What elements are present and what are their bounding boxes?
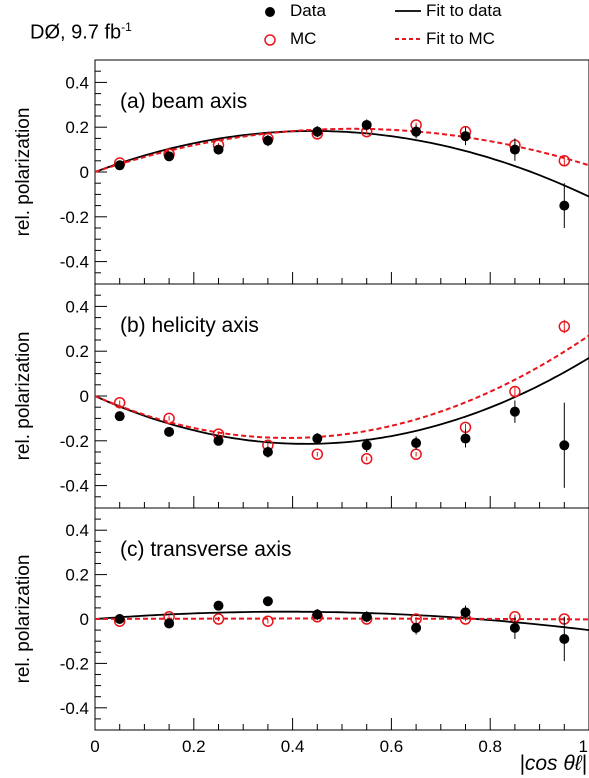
legend-fit-mc-label: Fit to MC: [426, 29, 495, 48]
fit-data-curve: [94, 610, 589, 631]
experiment-label: DØ, 9.7 fb-1: [30, 20, 132, 45]
y-tick-label: -0.4: [60, 253, 89, 272]
mc-point: [509, 385, 521, 398]
mc-point: [360, 452, 373, 465]
data-point: [262, 596, 273, 607]
data-point: [114, 160, 125, 171]
data-point: [411, 622, 422, 633]
panel-1: 0.4 0.2 0 -0.2 -0.4 rel. polarization (a) beam…: [13, 59, 589, 285]
data-point: [559, 633, 570, 644]
mc-point: [262, 615, 274, 627]
y-tick-label: 0: [80, 387, 89, 406]
x-tick-label: 0.4: [281, 737, 305, 756]
data-point: [509, 406, 520, 417]
x-tick-label: 0.8: [478, 737, 502, 756]
data-point: [509, 144, 520, 155]
data-point: [411, 438, 422, 449]
luminosity-value: 9.7 fb: [71, 21, 122, 44]
fit-mc-curve: [95, 617, 589, 621]
data-point: [213, 144, 224, 155]
legend-fit-mc-line: [395, 38, 421, 40]
mc-point: [113, 396, 126, 409]
data-point: [262, 135, 273, 146]
mc-point: [163, 412, 175, 425]
data-point: [213, 435, 224, 446]
x-tick-label: 0.6: [380, 737, 404, 756]
data-point: [559, 200, 570, 211]
data-point: [213, 600, 224, 611]
y-tick-label: 0.4: [65, 297, 89, 316]
data-point: [460, 433, 471, 444]
experiment-name: DØ: [30, 21, 60, 44]
panel-2: 0.4 0.2 0 -0.2 -0.4 rel. polarization (b) heli…: [13, 283, 589, 509]
fit-mc-curve: [94, 127, 589, 173]
data-point: [411, 126, 422, 137]
data-point: [460, 607, 471, 618]
data-point: [312, 433, 323, 444]
y-tick-label: 0.2: [65, 118, 89, 137]
data-point: [312, 609, 323, 620]
x-tick-label: 1: [579, 737, 588, 756]
legend-mc-marker: [264, 34, 276, 46]
mc-point: [558, 320, 571, 333]
data-point: [361, 611, 372, 622]
mc-point: [311, 448, 324, 460]
x-tick-label: 0: [90, 737, 99, 756]
data-point: [460, 131, 471, 142]
x-axis-label: |cos θℓ|: [519, 752, 587, 775]
fit-data-curve: [94, 130, 589, 198]
data-point: [114, 614, 125, 624]
panel-title: (b) helicity axis: [120, 314, 259, 337]
legend-data-marker: [265, 7, 275, 17]
legend-fit-data-label: Fit to data: [426, 1, 502, 20]
y-tick-label: 0: [80, 163, 89, 182]
x-tick-label: 0.2: [182, 737, 206, 756]
fit-mc-curve: [94, 334, 589, 440]
data-point: [312, 126, 323, 137]
mc-point: [558, 155, 571, 167]
data-point: [164, 426, 175, 437]
legend-data-label: Data: [290, 1, 326, 20]
y-axis-label: rel. polarization: [13, 332, 34, 461]
data-point: [559, 440, 570, 451]
panel-title: (a) beam axis: [120, 90, 247, 113]
y-tick-label: 0: [80, 610, 89, 629]
data-point: [164, 151, 175, 162]
data-point: [509, 622, 520, 633]
panel-3: 0.4 0.2 0 -0.2 -0.4 rel. polarization (c) tran…: [13, 507, 589, 775]
y-tick-label: -0.2: [60, 654, 89, 673]
data-point: [262, 447, 273, 457]
data-point: [361, 119, 372, 130]
y-tick-label: -0.2: [60, 432, 89, 451]
mc-point: [212, 613, 225, 625]
data-point: [361, 440, 372, 451]
legend-fit-data-line: [395, 10, 421, 12]
data-point: [164, 618, 175, 629]
legend-mc-label: MC: [290, 29, 317, 48]
y-tick-label: 0.2: [65, 566, 89, 585]
y-axis-label: rel. polarization: [13, 555, 34, 684]
y-tick-label: 0.4: [65, 73, 89, 92]
data-point: [114, 411, 125, 422]
y-tick-label: -0.4: [60, 699, 89, 718]
y-tick-label: 0.4: [65, 521, 89, 540]
y-tick-label: -0.2: [60, 208, 89, 227]
panel-title: (c) transverse axis: [120, 538, 292, 561]
header-separator: ,: [60, 21, 72, 44]
y-tick-label: -0.4: [60, 477, 89, 496]
y-axis-label: rel. polarization: [13, 108, 34, 237]
fit-data-curve: [94, 357, 589, 445]
y-tick-label: 0.2: [65, 342, 89, 361]
luminosity-exponent: -1: [121, 20, 132, 34]
